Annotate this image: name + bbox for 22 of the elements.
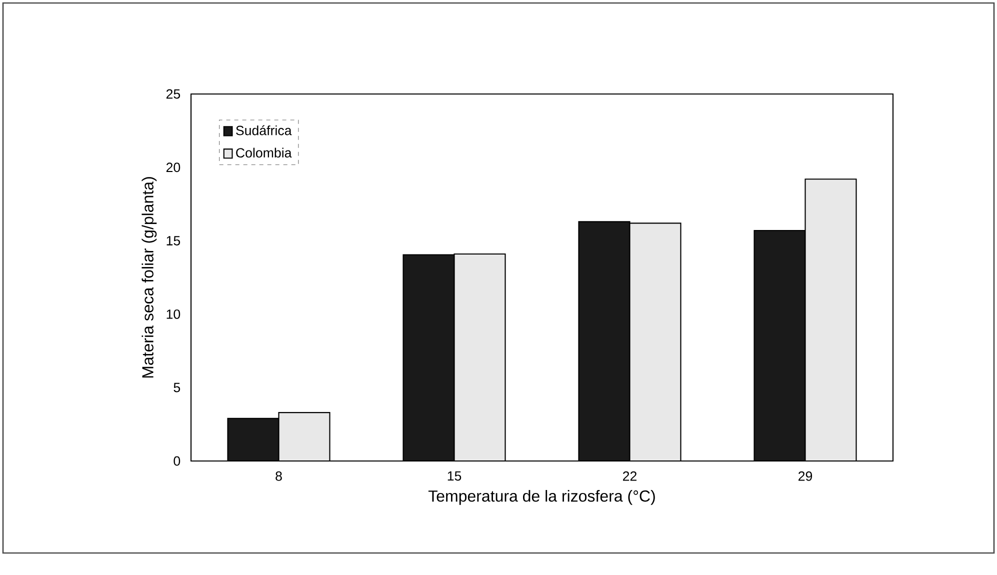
- y-tick-label: 25: [166, 89, 180, 99]
- x-tick-label: 22: [623, 471, 636, 481]
- x-axis-title: Temperatura de la rizosfera (°C): [428, 490, 655, 505]
- bar: [629, 222, 682, 461]
- x-tick-label: 15: [448, 471, 462, 481]
- bar: [402, 254, 455, 461]
- x-tick-label: 8: [276, 471, 282, 481]
- bar: [578, 221, 630, 461]
- legend-label: Colombia: [236, 148, 292, 158]
- y-axis-title: Materia seca foliar (g/planta): [142, 177, 157, 378]
- x-tick-label: 29: [798, 471, 812, 481]
- y-tick-label: 0: [174, 456, 180, 466]
- y-tick-label: 20: [166, 162, 180, 172]
- bar: [278, 412, 330, 461]
- bar: [454, 253, 506, 461]
- y-tick-label: 15: [166, 236, 180, 246]
- legend-label: Sudáfrica: [236, 125, 292, 136]
- y-tick-label: 10: [166, 309, 180, 319]
- bar: [804, 178, 857, 461]
- y-tick-label: 5: [174, 382, 180, 392]
- bar: [754, 230, 806, 461]
- bar: [227, 418, 280, 461]
